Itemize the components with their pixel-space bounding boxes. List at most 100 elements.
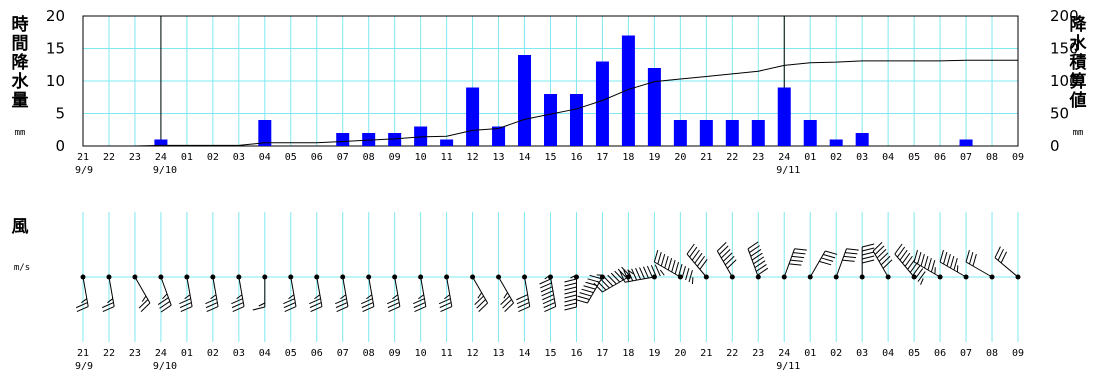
y-axis-title-glyph: 水 (12, 71, 30, 92)
precip-bar (752, 120, 765, 146)
wind-station-dot (860, 275, 865, 280)
x-tick-label: 23 (129, 152, 141, 163)
wind-barb-feather (544, 303, 555, 308)
x-tick-label: 14 (519, 152, 531, 163)
wind-station-dot (314, 275, 319, 280)
wind-station-dot (470, 275, 475, 280)
wind-barb-feather (580, 293, 592, 296)
wind-barb (620, 265, 664, 283)
wind-barb (687, 244, 709, 279)
precip-bar (960, 140, 973, 147)
precip-bar (648, 68, 661, 146)
wind-barb-feather (542, 295, 553, 300)
wind-x-tick-label: 02 (207, 348, 219, 359)
precip-bar (440, 140, 453, 147)
wind-x-tick-label: 09 (1012, 348, 1024, 359)
x-tick-label: 03 (856, 152, 868, 163)
wind-x-tick-label: 15 (544, 348, 556, 359)
x-tick-label: 04 (259, 152, 271, 163)
wind-barb-feather (414, 303, 425, 308)
precip-bar (804, 120, 817, 146)
wind-station-dot (288, 275, 293, 280)
wind-barb-feather (632, 269, 637, 280)
precip-bar (466, 88, 479, 147)
wind-barb-feather (931, 260, 934, 272)
x-tick-label: 16 (570, 152, 582, 163)
wind-barb (782, 249, 807, 280)
wind-barb-feather (795, 249, 807, 250)
wind-station-dot (704, 275, 709, 280)
wind-barb-feather (844, 256, 856, 257)
wind-station-dot (340, 275, 345, 280)
wind-station-dot (522, 275, 527, 280)
x-tick-label: 05 (285, 152, 297, 163)
wind-barb-feather (970, 252, 973, 264)
wind-barb-feather (232, 303, 243, 308)
wind-station-dot (912, 275, 917, 280)
wind-barb-feather (578, 296, 590, 299)
wind-barb-feather (142, 296, 146, 302)
wind-barb-feather (928, 258, 931, 270)
wind-barb-feather (846, 249, 858, 250)
wind-barb-feather (658, 252, 661, 264)
wind-barb (895, 244, 925, 285)
y-axis-title-glyph: 間 (12, 34, 29, 54)
wind-barb (717, 242, 736, 279)
x-tick-label: 03 (233, 152, 245, 163)
wind-x-tick-label: 04 (882, 348, 894, 359)
wind-x-tick-label: 03 (233, 348, 245, 359)
wind-barb-feather (944, 252, 947, 264)
wind-barb (102, 275, 114, 312)
wind-barb-feather (336, 303, 347, 308)
wind-station-dot (964, 275, 969, 280)
wind-barb-shaft (109, 277, 114, 307)
wind-barb-feather (689, 270, 692, 282)
y-axis-unit: mm (15, 128, 26, 138)
wind-barb-feather (206, 303, 217, 308)
wind-barb-feather (819, 261, 831, 264)
wind-barb-feather (661, 254, 664, 266)
y-axis-title-glyph: 量 (12, 90, 29, 111)
wind-barb (158, 275, 171, 313)
x-tick-label: 21 (77, 152, 89, 163)
wind-x-tick-label: 09 (389, 348, 401, 359)
wind-barb-feather (542, 291, 553, 296)
wind-station-dot (236, 275, 241, 280)
wind-station-dot (938, 275, 943, 280)
wind-station-dot (808, 275, 813, 280)
wind-x-tick-label: 05 (908, 348, 920, 359)
wind-x-tick-label: 23 (129, 348, 141, 359)
wind-x-tick-label: 01 (181, 348, 193, 359)
wind-barb-feather (180, 303, 191, 308)
wind-barb-shaft (810, 251, 825, 277)
wind-barb-shaft (395, 277, 400, 307)
precip-bar (414, 127, 427, 147)
wind-x-tick-label: 04 (259, 348, 271, 359)
precip-bar (544, 94, 557, 146)
x-tick-label: 15 (544, 152, 556, 163)
wind-x-tick-label: 21 (77, 348, 89, 359)
wind-barb-feather (517, 299, 528, 304)
wind-date-label: 9/11 (776, 361, 800, 372)
x-tick-label: 22 (103, 152, 115, 163)
wind-barb-feather (205, 299, 216, 304)
x-tick-label: 20 (674, 152, 686, 163)
wind-barb (576, 275, 605, 303)
wind-station-dot (574, 275, 579, 280)
y2-tick-label: 0 (1050, 137, 1060, 155)
wind-station-dot (496, 275, 501, 280)
x-tick-label: 09 (1012, 152, 1024, 163)
wind-barb-shaft (187, 277, 192, 307)
x-tick-label: 07 (960, 152, 972, 163)
wind-x-tick-label: 07 (337, 348, 349, 359)
wind-barb-shaft (836, 249, 846, 277)
x-tick-label: 17 (596, 152, 608, 163)
wind-barb-feather (310, 303, 321, 308)
wind-station-dot (444, 275, 449, 280)
wind-barb-shaft (213, 277, 218, 307)
wind-x-tick-label: 24 (778, 348, 790, 359)
date-label: 9/11 (776, 165, 800, 176)
wind-barb-feather (665, 256, 668, 268)
